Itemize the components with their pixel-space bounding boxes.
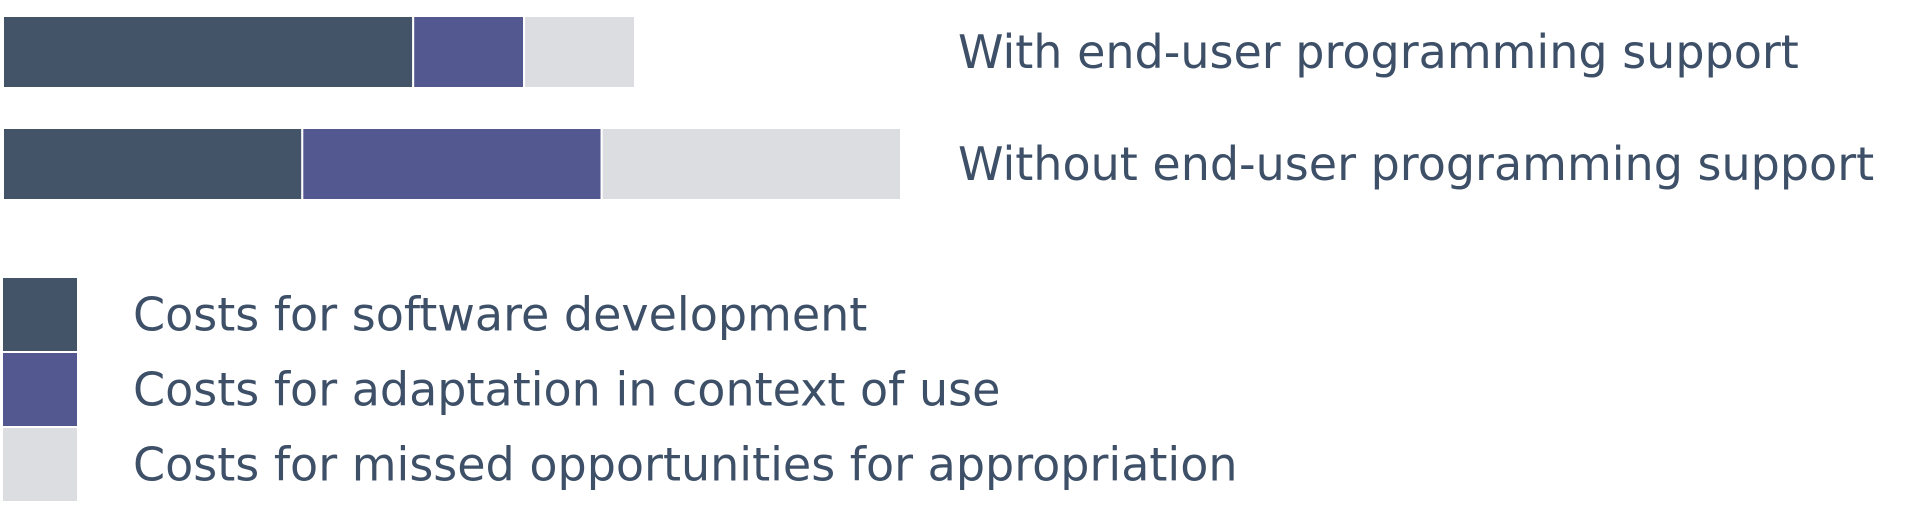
bar-group-without-end-user-programming-support	[2, 127, 902, 201]
legend-label-costs-for-adaptation-in-context-of-use: Costs for adaptation in context of use	[133, 363, 1000, 417]
bars-layer	[2, 15, 902, 201]
legend-swatch-costs-for-missed-opportunities-for-appropriation	[3, 428, 77, 501]
bar-segment-with-end-user-programming-support-costs-for-software-development	[2, 15, 415, 89]
legend-swatch-costs-for-software-development	[3, 278, 77, 351]
category-label-without-end-user-programming-support: Without end-user programming support	[958, 137, 1874, 191]
bar-segment-with-end-user-programming-support-costs-for-adaptation-in-context-of-use	[412, 15, 526, 89]
legend-label-costs-for-software-development: Costs for software development	[133, 288, 867, 342]
bar-segment-without-end-user-programming-support-costs-for-software-development	[2, 127, 304, 201]
category-labels: With end-user programming support Without…	[958, 25, 1874, 191]
category-label-with-end-user-programming-support: With end-user programming support	[958, 25, 1799, 79]
bar-segment-with-end-user-programming-support-costs-for-missed-opportunities-for-appropriation	[523, 15, 636, 89]
legend: Costs for software development Costs for …	[3, 278, 1238, 501]
legend-item-costs-for-adaptation-in-context-of-use: Costs for adaptation in context of use	[3, 353, 1000, 426]
bar-segment-without-end-user-programming-support-costs-for-missed-opportunities-for-appropriation	[600, 127, 902, 201]
legend-label-costs-for-missed-opportunities-for-appropriation: Costs for missed opportunities for appro…	[133, 438, 1238, 492]
bar-segment-without-end-user-programming-support-costs-for-adaptation-in-context-of-use	[301, 127, 603, 201]
legend-swatch-costs-for-adaptation-in-context-of-use	[3, 353, 77, 426]
bar-group-with-end-user-programming-support	[2, 15, 636, 89]
legend-item-costs-for-software-development: Costs for software development	[3, 278, 867, 351]
legend-item-costs-for-missed-opportunities-for-appropriation: Costs for missed opportunities for appro…	[3, 428, 1238, 501]
